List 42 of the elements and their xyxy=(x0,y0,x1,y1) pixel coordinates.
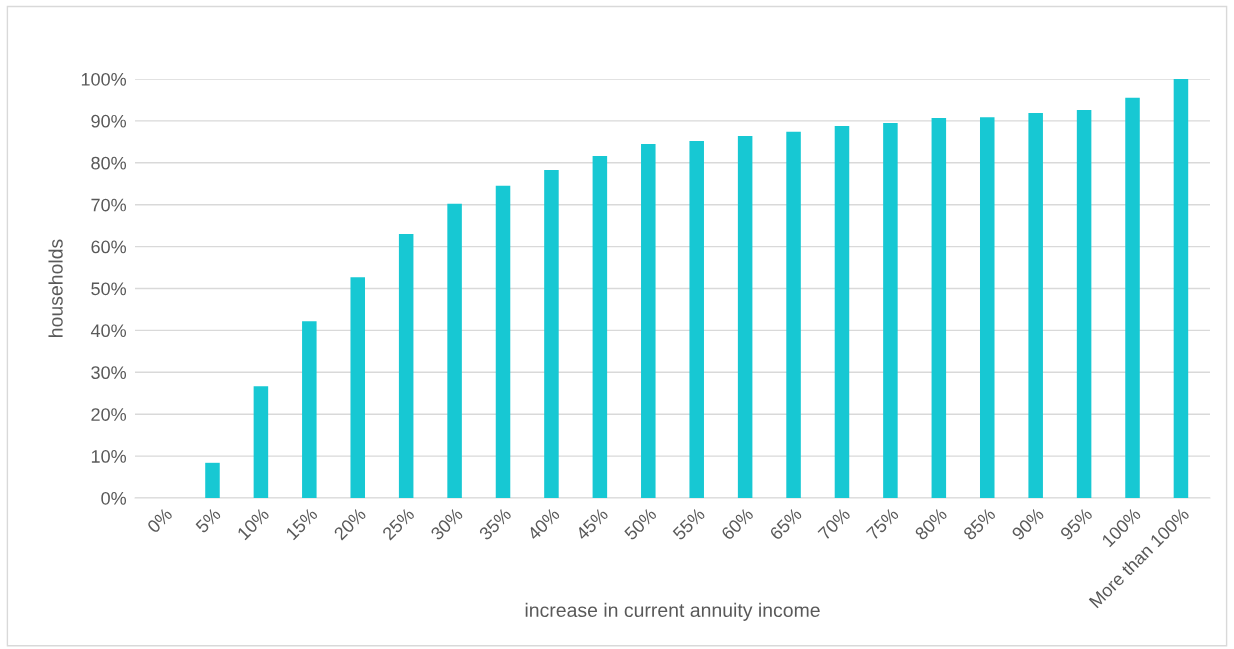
bar xyxy=(495,185,511,498)
bar xyxy=(447,203,462,498)
y-tick-label: 50% xyxy=(91,282,127,296)
x-tick-label: 60% xyxy=(720,507,755,541)
y-tick-label: 100% xyxy=(81,72,127,86)
bar xyxy=(786,131,801,498)
bar xyxy=(398,234,414,498)
bar xyxy=(737,135,753,498)
x-tick-label: 70% xyxy=(817,507,851,541)
bar xyxy=(544,169,559,498)
bar xyxy=(979,117,995,498)
x-tick-label: 40% xyxy=(526,507,561,541)
bar xyxy=(1125,97,1140,498)
y-tick-label: 40% xyxy=(90,324,127,338)
bar xyxy=(1028,112,1043,498)
x-tick-label: 65% xyxy=(768,507,803,541)
y-tick-label: 0% xyxy=(101,491,127,505)
bar xyxy=(350,277,366,498)
x-tick-label: 45% xyxy=(575,507,609,541)
y-tick-label: 10% xyxy=(91,450,127,463)
bar xyxy=(253,386,269,498)
y-tick-label: 20% xyxy=(91,408,127,421)
bar xyxy=(1173,79,1189,498)
bar xyxy=(689,141,704,498)
x-tick-label: 75% xyxy=(865,507,900,541)
x-tick-label: 0% xyxy=(146,507,173,534)
bar xyxy=(641,143,656,498)
bar xyxy=(592,156,608,498)
y-axis-title: households xyxy=(48,239,63,337)
y-tick-label: 30% xyxy=(91,366,127,380)
y-tick-label: 80% xyxy=(91,156,127,170)
bar xyxy=(931,117,947,498)
y-tick-label: 70% xyxy=(91,198,127,212)
bar xyxy=(302,321,317,498)
y-tick-label: 90% xyxy=(91,114,127,128)
bar xyxy=(205,462,220,498)
x-tick-label: 5% xyxy=(194,507,222,534)
x-axis-title: increase in current annuity income xyxy=(525,602,820,621)
bar xyxy=(883,123,898,498)
bar xyxy=(1076,110,1092,498)
y-tick-label: 60% xyxy=(91,240,127,254)
bar xyxy=(834,125,850,498)
